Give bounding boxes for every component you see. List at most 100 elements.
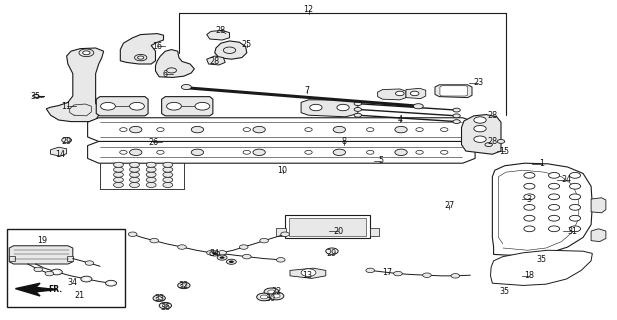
Circle shape xyxy=(81,276,92,282)
Polygon shape xyxy=(96,97,148,116)
Circle shape xyxy=(163,172,173,177)
Circle shape xyxy=(150,238,159,243)
Circle shape xyxy=(395,91,404,96)
Polygon shape xyxy=(162,97,213,116)
Text: 31: 31 xyxy=(568,227,578,236)
Circle shape xyxy=(524,204,535,210)
Circle shape xyxy=(326,248,338,254)
Circle shape xyxy=(413,104,423,109)
Polygon shape xyxy=(15,283,57,296)
Circle shape xyxy=(128,232,137,236)
Circle shape xyxy=(226,259,236,264)
Circle shape xyxy=(281,232,289,236)
Circle shape xyxy=(569,183,581,189)
Circle shape xyxy=(337,104,349,111)
Circle shape xyxy=(410,91,419,96)
Text: 25: 25 xyxy=(242,40,252,49)
Text: 12: 12 xyxy=(304,5,313,14)
Circle shape xyxy=(114,177,123,182)
Circle shape xyxy=(210,251,220,256)
Text: 34: 34 xyxy=(68,278,78,287)
Text: 30: 30 xyxy=(265,294,275,303)
Circle shape xyxy=(549,194,560,200)
Circle shape xyxy=(156,297,162,300)
Circle shape xyxy=(191,149,204,156)
Bar xyxy=(276,228,286,236)
Polygon shape xyxy=(88,141,475,163)
Circle shape xyxy=(229,260,234,263)
Circle shape xyxy=(101,102,115,110)
Circle shape xyxy=(260,238,268,243)
Text: 13: 13 xyxy=(302,271,312,280)
Circle shape xyxy=(441,150,448,154)
Circle shape xyxy=(474,136,486,142)
Polygon shape xyxy=(290,268,326,278)
Text: 20: 20 xyxy=(333,227,343,236)
Circle shape xyxy=(114,162,123,167)
Circle shape xyxy=(178,282,190,289)
Text: 18: 18 xyxy=(524,271,534,280)
Bar xyxy=(289,218,366,236)
Circle shape xyxy=(167,102,181,110)
Circle shape xyxy=(138,56,144,59)
Circle shape xyxy=(194,128,201,132)
Circle shape xyxy=(167,68,176,73)
Circle shape xyxy=(549,172,560,178)
Circle shape xyxy=(524,215,535,221)
Text: 11: 11 xyxy=(62,102,72,111)
Text: 26: 26 xyxy=(148,138,158,147)
Circle shape xyxy=(260,295,268,299)
Circle shape xyxy=(474,117,486,123)
Text: 28: 28 xyxy=(487,111,497,120)
Circle shape xyxy=(54,271,59,273)
Text: 35: 35 xyxy=(31,92,41,101)
Circle shape xyxy=(106,280,117,286)
Circle shape xyxy=(207,251,215,255)
Circle shape xyxy=(549,204,560,210)
Polygon shape xyxy=(155,50,194,77)
Circle shape xyxy=(416,128,423,132)
Circle shape xyxy=(333,126,346,133)
Circle shape xyxy=(84,277,89,280)
Text: 35: 35 xyxy=(537,255,547,264)
Circle shape xyxy=(242,254,251,259)
Circle shape xyxy=(135,54,147,61)
Circle shape xyxy=(310,104,322,111)
Circle shape xyxy=(218,251,226,255)
Text: 24: 24 xyxy=(561,175,571,184)
Circle shape xyxy=(276,258,285,262)
Text: 16: 16 xyxy=(152,42,162,51)
Circle shape xyxy=(569,226,581,232)
Circle shape xyxy=(269,292,284,300)
Polygon shape xyxy=(435,85,472,98)
Text: 36: 36 xyxy=(160,303,170,312)
Text: 29: 29 xyxy=(327,249,337,258)
Text: 5: 5 xyxy=(379,156,384,165)
Circle shape xyxy=(163,182,173,188)
Text: 4: 4 xyxy=(397,115,402,124)
Circle shape xyxy=(114,167,123,172)
Circle shape xyxy=(191,126,204,133)
Bar xyxy=(67,256,73,261)
Circle shape xyxy=(329,250,335,253)
Circle shape xyxy=(264,288,279,296)
Circle shape xyxy=(130,162,139,167)
Circle shape xyxy=(223,47,236,53)
Polygon shape xyxy=(207,56,225,65)
Circle shape xyxy=(146,182,156,188)
Circle shape xyxy=(85,261,94,265)
Circle shape xyxy=(253,149,265,156)
Circle shape xyxy=(146,172,156,177)
Text: 27: 27 xyxy=(444,201,454,210)
Text: 14: 14 xyxy=(56,150,65,159)
Polygon shape xyxy=(215,41,247,59)
Circle shape xyxy=(178,245,186,249)
Text: FR.: FR. xyxy=(48,285,62,294)
Polygon shape xyxy=(301,100,358,117)
Circle shape xyxy=(243,128,251,132)
Bar xyxy=(285,215,370,238)
Circle shape xyxy=(453,120,460,124)
Circle shape xyxy=(163,177,173,182)
Polygon shape xyxy=(491,250,592,285)
Text: 28: 28 xyxy=(216,26,226,35)
